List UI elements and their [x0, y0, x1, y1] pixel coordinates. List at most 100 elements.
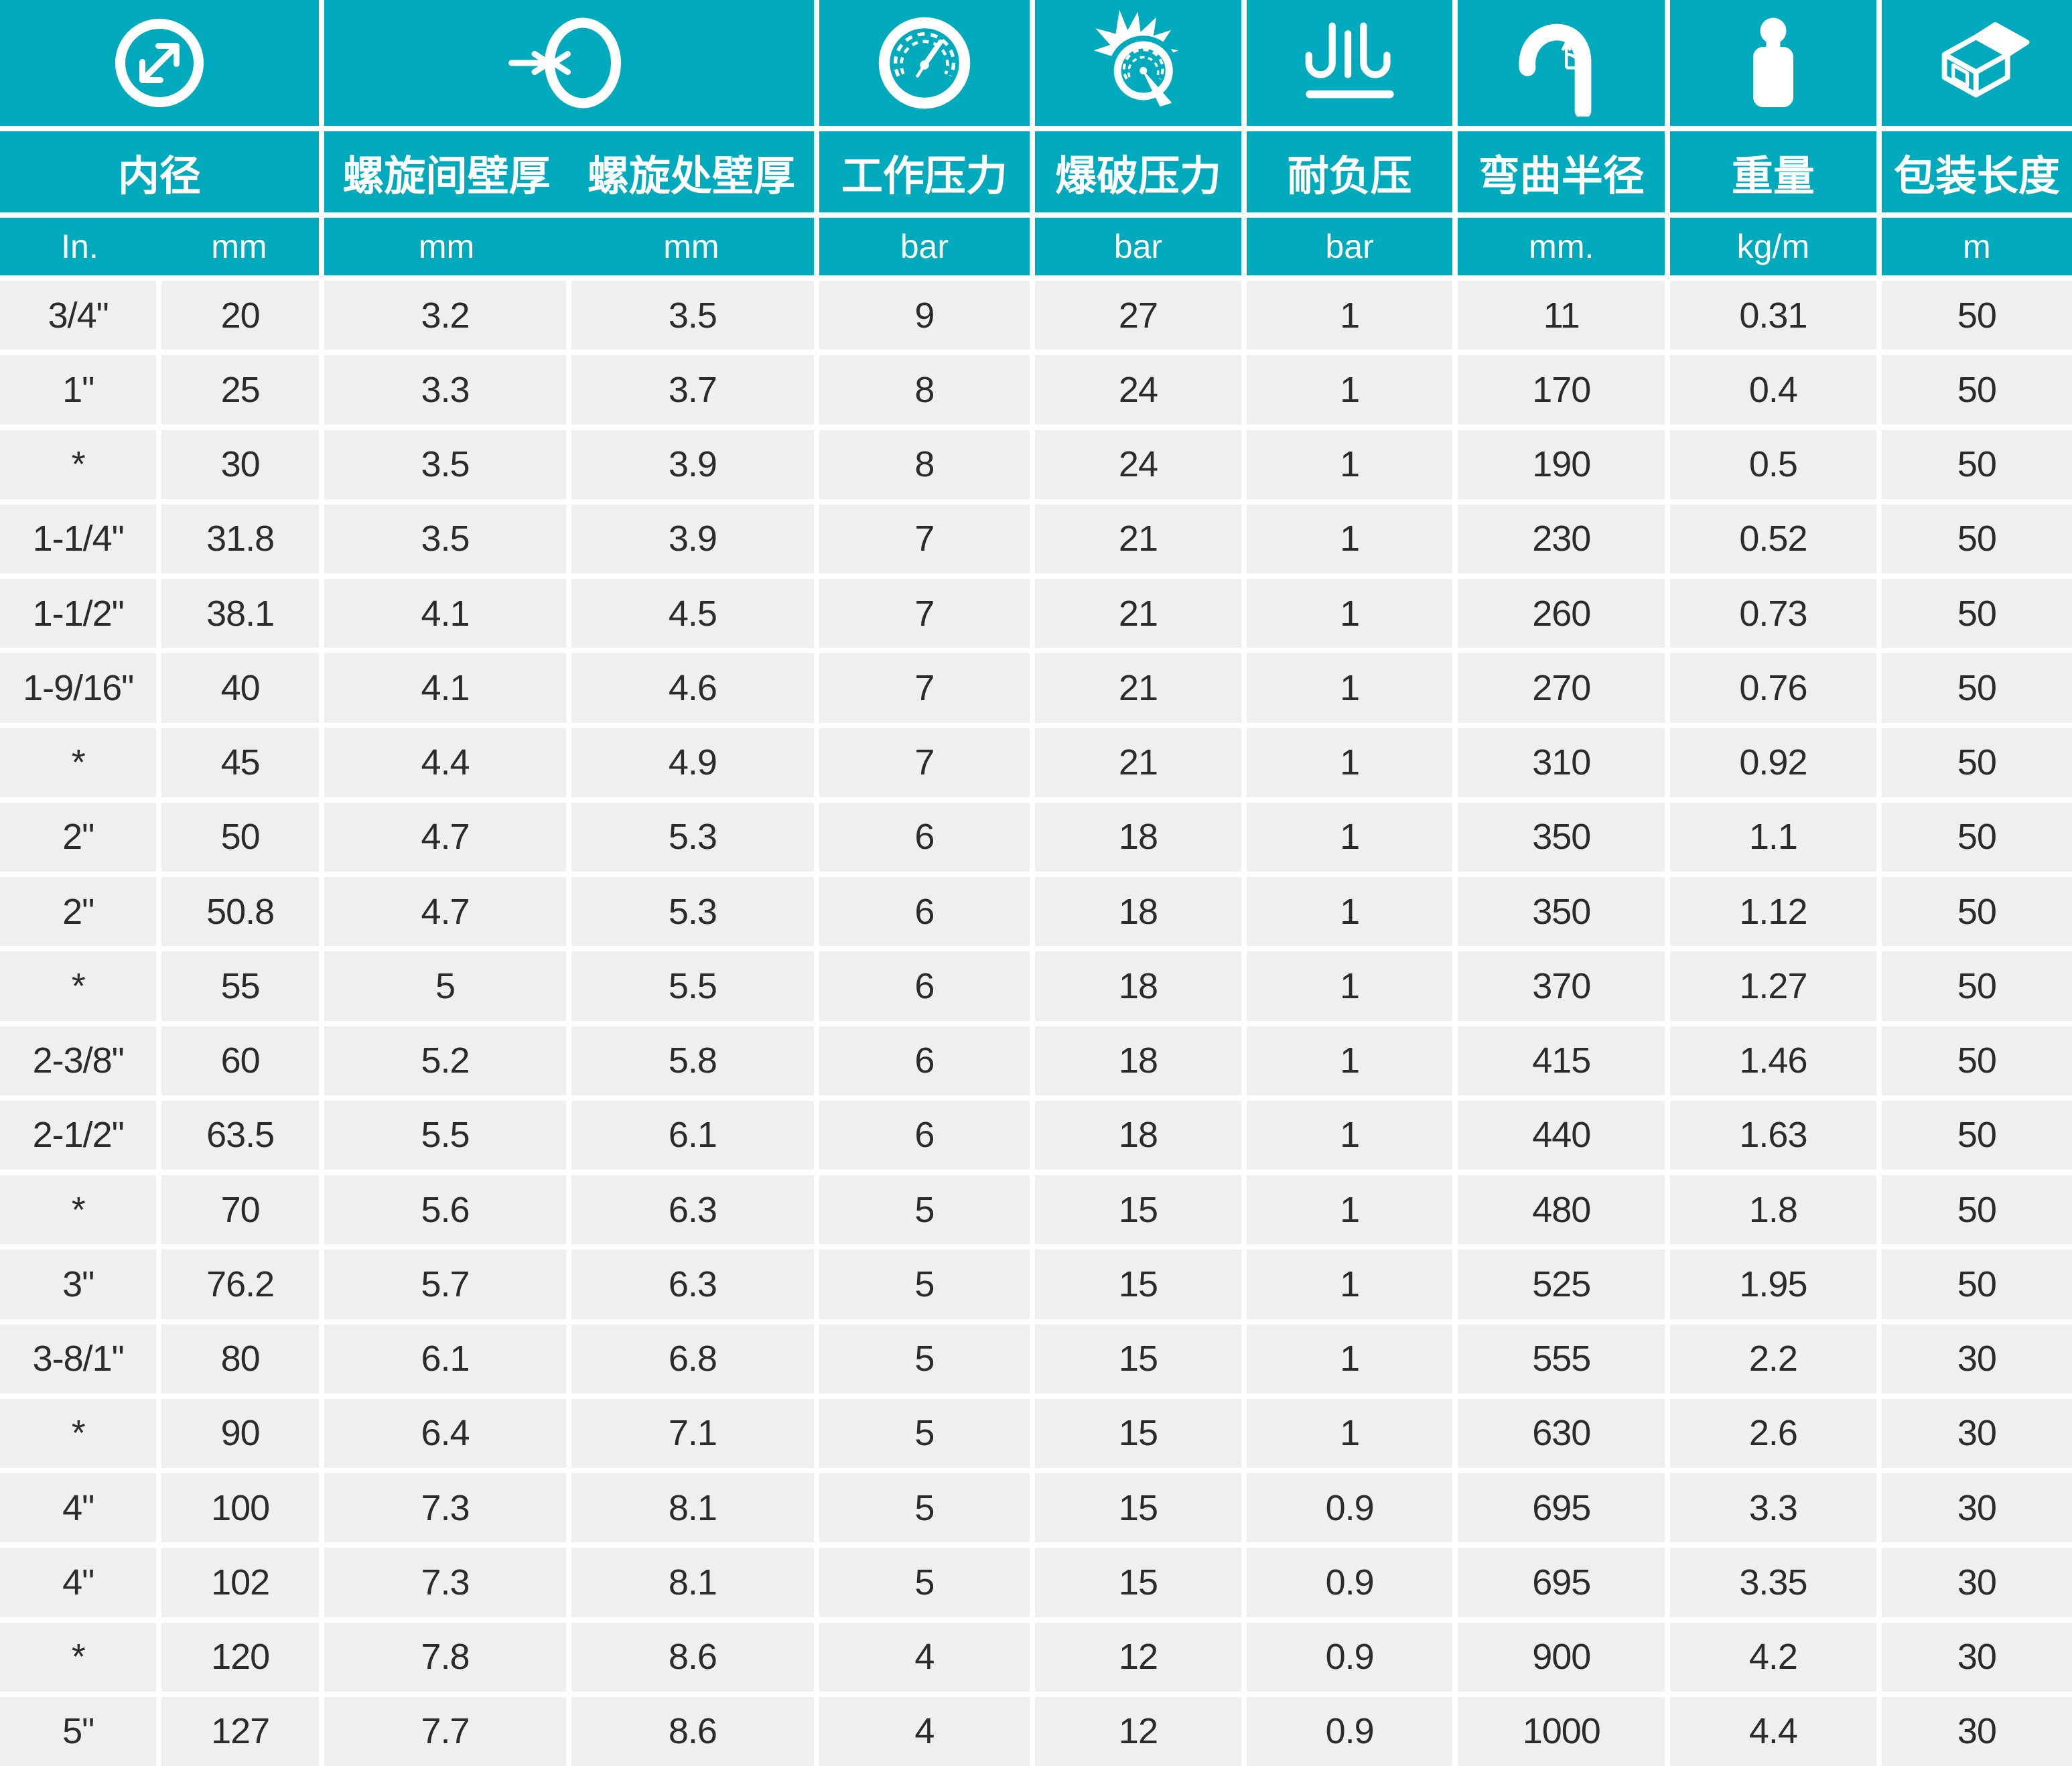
cell-r11-c2: 60: [161, 1026, 319, 1095]
cell-r18-c6: 15: [1035, 1548, 1241, 1617]
units-weight: kg/m: [1670, 218, 1876, 275]
cell-r1-c6: 27: [1035, 281, 1241, 350]
units-working-pressure: bar: [819, 218, 1030, 275]
cell-r11-c6: 18: [1035, 1026, 1241, 1095]
cell-r17-c7: 0.9: [1246, 1473, 1453, 1543]
header-burst-pressure: 爆破压力: [1035, 131, 1241, 212]
cell-r7-c6: 21: [1035, 728, 1241, 797]
cell-r16-c8: 630: [1458, 1398, 1665, 1468]
icon-cell-wall-thickness: [324, 0, 814, 126]
cell-r11-c3: 5.2: [324, 1026, 567, 1095]
cell-r10-c10: 50: [1881, 951, 2072, 1021]
cell-r6-c2: 40: [161, 653, 319, 723]
cell-r4-c10: 50: [1881, 504, 2072, 573]
cell-r8-c1: 2": [0, 802, 157, 872]
cell-r12-c7: 1: [1246, 1100, 1453, 1170]
cell-r2-c6: 24: [1035, 355, 1241, 425]
cell-r17-c3: 7.3: [324, 1473, 567, 1543]
cell-r14-c7: 1: [1246, 1249, 1453, 1319]
cell-r8-c10: 50: [1881, 802, 2072, 872]
cell-r12-c5: 6: [819, 1100, 1030, 1170]
cell-r18-c4: 8.1: [571, 1548, 814, 1617]
cell-r20-c3: 7.7: [324, 1696, 567, 1766]
cell-r7-c5: 7: [819, 728, 1030, 797]
header-working-pressure: 工作压力: [819, 131, 1030, 212]
header-label-wall-at: 螺旋处壁厚: [587, 153, 795, 200]
cell-r7-c10: 50: [1881, 728, 2072, 797]
cell-r4-c4: 3.9: [571, 504, 814, 573]
cell-r13-c1: *: [0, 1175, 157, 1245]
cell-r6-c4: 4.6: [571, 653, 814, 723]
cell-r9-c3: 4.7: [324, 877, 567, 947]
icon-cell-burst-pressure: [1035, 0, 1241, 126]
unit-bar: bar: [1113, 228, 1163, 265]
cell-r20-c2: 127: [161, 1696, 319, 1766]
unit-mm: mm.: [1529, 228, 1594, 265]
cell-r20-c4: 8.6: [571, 1696, 814, 1766]
cell-r1-c2: 20: [161, 281, 319, 350]
cell-r4-c7: 1: [1246, 504, 1453, 573]
cell-r5-c8: 260: [1458, 579, 1665, 649]
cell-r7-c4: 4.9: [571, 728, 814, 797]
cell-r16-c2: 90: [161, 1398, 319, 1468]
cell-r19-c9: 4.2: [1670, 1622, 1876, 1692]
cell-r17-c2: 100: [161, 1473, 319, 1543]
icon-cell-bend-radius: [1458, 0, 1665, 126]
cell-r7-c1: *: [0, 728, 157, 797]
cell-r16-c7: 1: [1246, 1398, 1453, 1468]
cell-r15-c9: 2.2: [1670, 1324, 1876, 1394]
burst-pressure-icon: [1035, 0, 1241, 126]
cell-r6-c10: 50: [1881, 653, 2072, 723]
cell-r2-c3: 3.3: [324, 355, 567, 425]
cell-r18-c8: 695: [1458, 1548, 1665, 1617]
unit-mm: mm: [211, 228, 267, 265]
cell-r16-c3: 6.4: [324, 1398, 567, 1468]
inner-diameter-icon: [0, 0, 319, 126]
cell-r18-c7: 0.9: [1246, 1548, 1453, 1617]
cell-r15-c4: 6.8: [571, 1324, 814, 1394]
cell-r1-c5: 9: [819, 281, 1030, 350]
cell-r1-c7: 1: [1246, 281, 1453, 350]
cell-r6-c5: 7: [819, 653, 1030, 723]
cell-r5-c2: 38.1: [161, 579, 319, 649]
cell-r18-c2: 102: [161, 1548, 319, 1617]
units-vacuum: bar: [1246, 218, 1453, 275]
cell-r16-c9: 2.6: [1670, 1398, 1876, 1468]
cell-r14-c5: 5: [819, 1249, 1030, 1319]
cell-r9-c9: 1.12: [1670, 877, 1876, 947]
cell-r12-c3: 5.5: [324, 1100, 567, 1170]
cell-r9-c2: 50.8: [161, 877, 319, 947]
cell-r12-c8: 440: [1458, 1100, 1665, 1170]
cell-r10-c3: 5: [324, 951, 567, 1021]
cell-r10-c9: 1.27: [1670, 951, 1876, 1021]
cell-r2-c8: 170: [1458, 355, 1665, 425]
cell-r13-c8: 480: [1458, 1175, 1665, 1245]
cell-r14-c3: 5.7: [324, 1249, 567, 1319]
cell-r10-c1: *: [0, 951, 157, 1021]
units-inner-diameter: In. mm: [0, 218, 319, 275]
cell-r15-c1: 3-8/1": [0, 1324, 157, 1394]
cell-r5-c5: 7: [819, 579, 1030, 649]
cell-r5-c10: 50: [1881, 579, 2072, 649]
cell-r3-c6: 24: [1035, 429, 1241, 499]
cell-r7-c3: 4.4: [324, 728, 567, 797]
cell-r14-c8: 525: [1458, 1249, 1665, 1319]
bend-radius-icon: [1458, 0, 1665, 126]
unit-inches: In.: [61, 228, 98, 265]
cell-r20-c5: 4: [819, 1696, 1030, 1766]
cell-r1-c1: 3/4": [0, 281, 157, 350]
cell-r9-c1: 2": [0, 877, 157, 947]
cell-r19-c7: 0.9: [1246, 1622, 1453, 1692]
unit-bar: bar: [1325, 228, 1374, 265]
cell-r8-c2: 50: [161, 802, 319, 872]
cell-r17-c5: 5: [819, 1473, 1030, 1543]
weight-icon: [1670, 0, 1876, 126]
cell-r1-c3: 3.2: [324, 281, 567, 350]
cell-r19-c8: 900: [1458, 1622, 1665, 1692]
cell-r4-c6: 21: [1035, 504, 1241, 573]
cell-r14-c6: 15: [1035, 1249, 1241, 1319]
cell-r5-c7: 1: [1246, 579, 1453, 649]
cell-r16-c5: 5: [819, 1398, 1030, 1468]
cell-r4-c1: 1-1/4": [0, 504, 157, 573]
